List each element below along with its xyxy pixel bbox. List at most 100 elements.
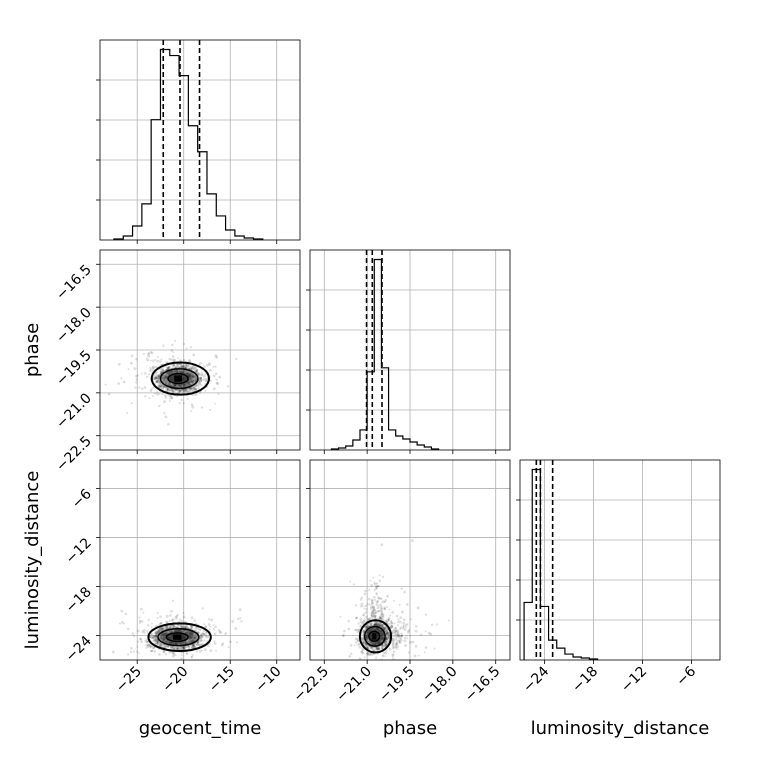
scatter-point <box>379 623 383 627</box>
scatter-point <box>199 379 203 383</box>
scatter-point <box>355 628 359 632</box>
scatter-point <box>180 630 183 633</box>
scatter-point <box>157 374 160 377</box>
scatter-point <box>170 624 173 627</box>
scatter-point <box>146 645 150 648</box>
scatter-point <box>192 638 195 641</box>
scatter-point <box>362 636 365 638</box>
scatter-point <box>141 387 144 390</box>
scatter-point <box>379 639 382 642</box>
scatter-point <box>202 630 205 633</box>
scatter-point <box>150 636 153 640</box>
scatter-point <box>384 627 388 630</box>
scatter-point <box>170 642 173 645</box>
scatter-point <box>167 663 170 666</box>
scatter-point <box>165 640 168 643</box>
scatter-point <box>167 373 170 376</box>
scatter-point <box>370 653 373 656</box>
scatter-point <box>155 380 159 384</box>
scatter-point <box>378 647 381 650</box>
scatter-point <box>144 372 147 375</box>
scatter-point <box>163 632 166 636</box>
scatter-point <box>173 390 176 393</box>
scatter-point <box>381 633 384 636</box>
scatter-point <box>379 638 382 641</box>
scatter-point <box>179 629 182 632</box>
scatter-point <box>180 385 183 389</box>
scatter-point <box>193 619 197 622</box>
scatter-point <box>160 358 163 361</box>
scatter-point <box>122 380 126 384</box>
scatter-point <box>189 372 192 375</box>
scatter-point <box>361 647 364 651</box>
scatter-point <box>215 649 217 652</box>
hist-panel-phase <box>306 249 511 451</box>
scatter-point <box>387 617 391 620</box>
scatter-point <box>152 386 155 389</box>
scatter-point <box>382 626 385 629</box>
scatter-point <box>404 623 408 627</box>
scatter-point <box>181 646 184 650</box>
scatter-point <box>157 384 160 387</box>
scatter-point <box>381 635 384 638</box>
scatter-point <box>371 653 374 656</box>
scatter-point <box>360 632 364 636</box>
scatter-point <box>381 633 384 637</box>
scatter-point <box>375 627 378 630</box>
scatter-point <box>186 372 190 376</box>
scatter-point <box>190 371 193 374</box>
scatter-point <box>362 620 366 624</box>
scatter-point <box>381 575 385 579</box>
scatter-point <box>386 631 389 634</box>
scatter-point <box>155 380 158 383</box>
scatter-point <box>202 632 206 636</box>
scatter-point <box>139 607 143 611</box>
scatter-point <box>191 375 194 379</box>
scatter-point <box>375 603 379 606</box>
scatter-point <box>374 610 378 614</box>
scatter-point <box>184 641 188 645</box>
scatter-point <box>380 611 384 614</box>
scatter-point <box>162 637 165 641</box>
scatter-point <box>391 637 395 641</box>
scatter-point <box>205 378 208 380</box>
scatter-point <box>147 359 150 362</box>
scatter-point <box>366 637 369 640</box>
scatter-point <box>180 365 184 368</box>
scatter-point <box>409 618 412 621</box>
scatter-point <box>152 634 156 638</box>
scatter-point <box>376 623 379 626</box>
scatter-point <box>371 611 375 614</box>
scatter-point <box>361 648 364 652</box>
scatter-point <box>191 374 194 377</box>
scatter-point <box>178 629 181 632</box>
scatter-point <box>156 643 159 646</box>
scatter-point <box>391 647 395 650</box>
scatter-point <box>401 626 405 630</box>
scatter-point <box>362 605 365 608</box>
scatter-point <box>369 624 372 627</box>
scatter-point <box>173 641 176 645</box>
scatter-point <box>375 622 378 625</box>
scatter-point <box>156 640 159 643</box>
scatter-point <box>391 645 394 648</box>
scatter-point <box>387 635 391 638</box>
scatter-point <box>171 364 175 368</box>
scatter-point <box>405 603 409 606</box>
scatter-point <box>177 383 181 387</box>
scatter-point <box>164 386 167 389</box>
scatter-point <box>159 370 162 373</box>
scatter-point <box>168 630 171 633</box>
scatter-point <box>191 390 194 393</box>
scatter-point <box>390 626 393 629</box>
scatter-point <box>167 365 171 369</box>
scatter-point <box>197 372 201 376</box>
scatter-point <box>177 365 181 369</box>
scatter-point <box>365 626 368 629</box>
scatter-point <box>197 385 200 388</box>
scatter-point <box>175 641 179 645</box>
scatter-point <box>166 641 169 644</box>
scatter-point <box>365 635 369 638</box>
scatter-point <box>366 646 369 649</box>
scatter-point <box>374 641 378 644</box>
